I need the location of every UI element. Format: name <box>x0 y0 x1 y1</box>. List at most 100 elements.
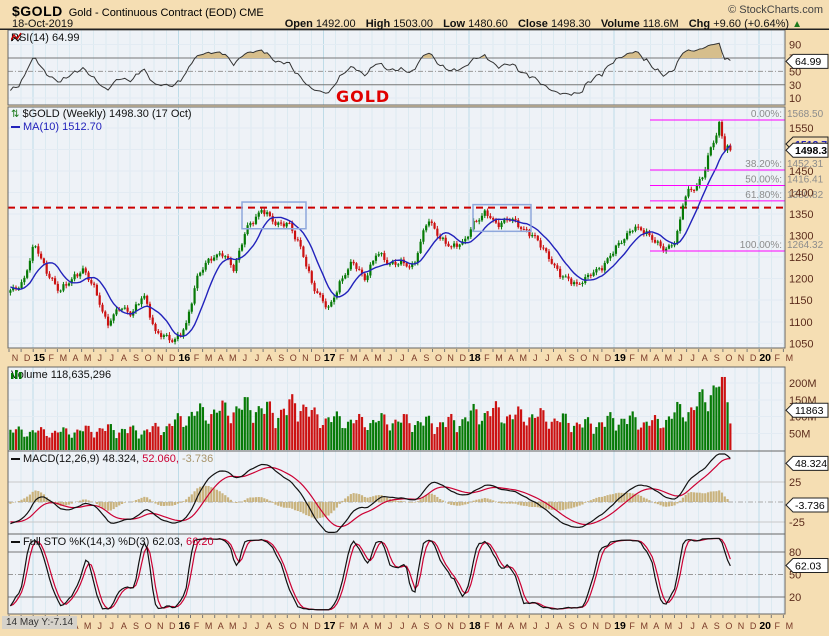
volume-value: 118.6M <box>642 18 679 30</box>
crosshair-readout: 14 May Y:-7.14 <box>2 616 78 629</box>
svg-text:J: J <box>97 621 102 631</box>
svg-text:10: 10 <box>789 93 801 105</box>
svg-text:62.03: 62.03 <box>795 560 821 572</box>
svg-text:F: F <box>484 353 490 363</box>
close-value: 1498.30 <box>550 18 591 30</box>
svg-text:M: M <box>60 353 68 363</box>
svg-text:A: A <box>363 353 369 363</box>
svg-text:S: S <box>423 353 429 363</box>
svg-text:F: F <box>629 353 635 363</box>
svg-text:20: 20 <box>759 352 771 364</box>
svg-text:N: N <box>447 621 454 631</box>
ma-legend: MA(10) 1512.70 <box>11 121 102 133</box>
svg-text:M: M <box>84 621 92 631</box>
svg-text:M: M <box>84 353 92 363</box>
svg-text:J: J <box>388 353 393 363</box>
price-legend-text: $GOLD (Weekly) 1498.30 (17 Oct) <box>22 108 192 120</box>
indicator-icon <box>11 32 22 42</box>
svg-text:48.324: 48.324 <box>795 458 827 470</box>
svg-text:1350: 1350 <box>789 209 813 221</box>
svg-text:M: M <box>205 621 213 631</box>
volume-value: 118,635,296 <box>50 369 112 381</box>
svg-text:M: M <box>665 621 673 631</box>
svg-text:D: D <box>605 621 612 631</box>
svg-text:18: 18 <box>469 620 481 632</box>
svg-text:N: N <box>738 353 745 363</box>
svg-text:J: J <box>533 353 538 363</box>
svg-text:-3.736: -3.736 <box>795 500 825 512</box>
svg-text:D: D <box>459 621 466 631</box>
svg-text:M: M <box>665 353 673 363</box>
svg-text:A: A <box>72 353 78 363</box>
svg-text:J: J <box>533 621 538 631</box>
svg-text:M: M <box>495 353 503 363</box>
svg-text:D: D <box>169 621 176 631</box>
ma-legend-text: MA(10) 1512.70 <box>23 121 102 133</box>
svg-text:0.00%:: 0.00%: <box>751 109 782 120</box>
macd-label: MACD(12,26,9) <box>23 453 100 465</box>
svg-text:M: M <box>350 621 358 631</box>
svg-text:1400: 1400 <box>789 188 813 200</box>
gold-annotation: GOLD <box>336 87 391 106</box>
svg-text:M: M <box>786 353 794 363</box>
svg-text:64.99: 64.99 <box>795 56 821 68</box>
svg-text:N: N <box>593 621 600 631</box>
svg-text:J: J <box>97 353 102 363</box>
volume-bars-icon <box>11 370 22 379</box>
svg-text:M: M <box>374 353 382 363</box>
svg-text:O: O <box>580 353 587 363</box>
open-value: 1492.00 <box>315 18 356 30</box>
svg-text:F: F <box>194 621 200 631</box>
svg-text:11863: 11863 <box>795 405 824 417</box>
open-label: Open <box>284 18 313 30</box>
svg-text:M: M <box>229 621 237 631</box>
svg-text:M: M <box>640 353 648 363</box>
svg-text:15: 15 <box>33 352 45 364</box>
ma-line-swatch-icon <box>11 126 20 129</box>
svg-text:N: N <box>157 621 164 631</box>
macd-line-swatch-icon <box>11 458 20 461</box>
svg-text:M: M <box>374 621 382 631</box>
svg-text:N: N <box>447 353 454 363</box>
rsi-legend: RSI(14) 64.99 <box>11 32 79 44</box>
svg-text:17: 17 <box>324 620 336 632</box>
svg-text:S: S <box>133 621 139 631</box>
svg-text:N: N <box>302 353 309 363</box>
high-value: 1503.00 <box>393 18 433 30</box>
svg-text:1450: 1450 <box>789 166 813 178</box>
svg-text:50: 50 <box>789 66 801 78</box>
svg-text:F: F <box>775 353 781 363</box>
svg-text:N: N <box>12 353 19 363</box>
svg-text:M: M <box>640 621 648 631</box>
svg-text:M: M <box>786 621 794 631</box>
quote-line: Open 1492.00 High 1503.00 Low 1480.60 Cl… <box>278 18 802 30</box>
volume-legend: Volume 118,635,296 <box>11 369 111 381</box>
stochastics-panel <box>8 537 785 611</box>
svg-text:A: A <box>121 621 127 631</box>
svg-text:1050: 1050 <box>789 338 813 350</box>
svg-text:O: O <box>145 353 152 363</box>
svg-text:M: M <box>519 621 527 631</box>
svg-text:1100: 1100 <box>789 317 813 329</box>
svg-text:-25: -25 <box>789 517 805 529</box>
svg-text:18: 18 <box>469 352 481 364</box>
svg-text:17: 17 <box>324 352 336 364</box>
svg-text:M: M <box>205 353 213 363</box>
svg-text:J: J <box>400 621 405 631</box>
svg-text:D: D <box>459 353 466 363</box>
svg-text:1300: 1300 <box>789 231 813 243</box>
macd-signal-value: 52.060, <box>142 453 179 465</box>
svg-text:M: M <box>229 353 237 363</box>
svg-text:M: M <box>519 353 527 363</box>
svg-text:200M: 200M <box>789 378 817 390</box>
sto-line-swatch-icon <box>11 541 20 544</box>
low-value: 1480.60 <box>468 18 508 30</box>
chg-label: Chg <box>688 18 711 30</box>
rsi-panel <box>8 42 785 96</box>
value-axis-labels: 9070503010155015001450140013501300125012… <box>789 40 817 604</box>
chg-value: +9.60 (+0.64%) <box>713 18 790 30</box>
svg-text:1200: 1200 <box>789 274 813 286</box>
sto-label: Full STO %K(14,3) %D(3) <box>23 536 150 548</box>
svg-text:A: A <box>266 621 272 631</box>
